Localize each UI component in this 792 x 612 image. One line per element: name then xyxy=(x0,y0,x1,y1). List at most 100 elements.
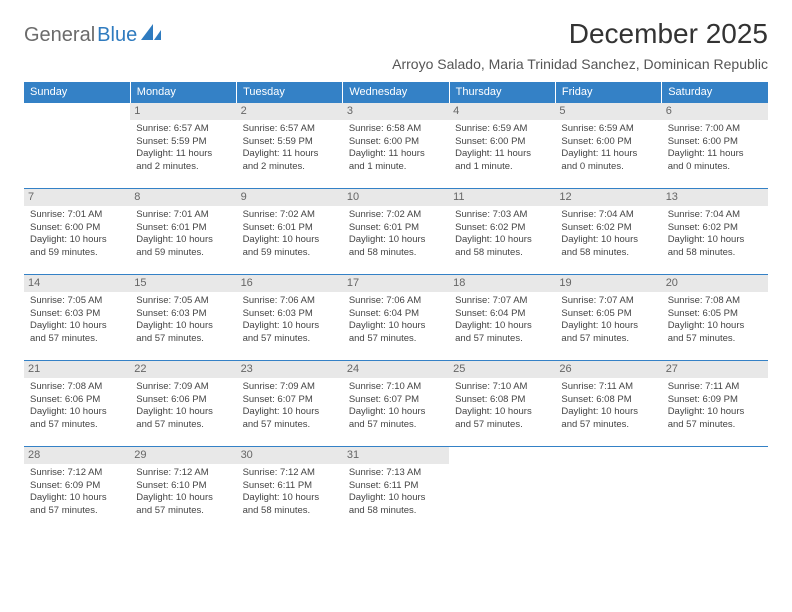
day-number: 13 xyxy=(662,189,768,206)
daylight-text: Daylight: 10 hours and 57 minutes. xyxy=(561,320,655,346)
day-number: 4 xyxy=(449,103,555,120)
calendar-cell: 28 Sunrise: 7:12 AMSunset: 6:09 PMDayligh… xyxy=(24,447,130,529)
daylight-text: Daylight: 10 hours and 58 minutes. xyxy=(349,492,443,518)
calendar-cell: 8Sunrise: 7:01 AMSunset: 6:01 PMDaylight… xyxy=(130,189,236,275)
daylight-text: Daylight: 10 hours and 57 minutes. xyxy=(30,492,124,518)
daylight-text: Daylight: 10 hours and 58 minutes. xyxy=(668,234,762,260)
sunset-text: Sunset: 6:09 PM xyxy=(668,394,762,407)
weekday-saturday: Saturday xyxy=(662,82,768,103)
calendar-cell xyxy=(555,447,661,529)
day-number: 22 xyxy=(130,361,236,378)
sunrise-text: Sunrise: 7:08 AM xyxy=(668,295,762,308)
calendar-cell xyxy=(24,103,130,189)
day-number: 25 xyxy=(449,361,555,378)
sunrise-text: Sunrise: 6:59 AM xyxy=(455,123,549,136)
day-number: 11 xyxy=(449,189,555,206)
sunset-text: Sunset: 6:08 PM xyxy=(455,394,549,407)
day-number: 19 xyxy=(555,275,661,292)
sunrise-text: Sunrise: 7:02 AM xyxy=(349,209,443,222)
sunrise-text: Sunrise: 7:09 AM xyxy=(136,381,230,394)
day-number: 20 xyxy=(662,275,768,292)
sunset-text: Sunset: 6:04 PM xyxy=(349,308,443,321)
sunrise-text: Sunrise: 6:58 AM xyxy=(349,123,443,136)
weekday-wednesday: Wednesday xyxy=(343,82,449,103)
sunrise-text: Sunrise: 7:07 AM xyxy=(561,295,655,308)
day-number: 8 xyxy=(130,189,236,206)
day-number: 24 xyxy=(343,361,449,378)
sunset-text: Sunset: 6:06 PM xyxy=(30,394,124,407)
sunset-text: Sunset: 6:07 PM xyxy=(243,394,337,407)
daylight-text: Daylight: 10 hours and 58 minutes. xyxy=(455,234,549,260)
calendar-cell: 25Sunrise: 7:10 AMSunset: 6:08 PMDayligh… xyxy=(449,361,555,447)
daylight-text: Daylight: 11 hours and 2 minutes. xyxy=(243,148,337,174)
calendar-cell: 6Sunrise: 7:00 AMSunset: 6:00 PMDaylight… xyxy=(662,103,768,189)
daylight-text: Daylight: 11 hours and 1 minute. xyxy=(455,148,549,174)
daylight-text: Daylight: 10 hours and 59 minutes. xyxy=(30,234,124,260)
sunrise-text: Sunrise: 6:57 AM xyxy=(243,123,337,136)
logo-word1: General xyxy=(24,24,95,47)
day-number: 23 xyxy=(237,361,343,378)
daylight-text: Daylight: 11 hours and 0 minutes. xyxy=(668,148,762,174)
sunset-text: Sunset: 6:11 PM xyxy=(243,480,337,493)
day-number: 1 xyxy=(130,103,236,120)
weekday-thursday: Thursday xyxy=(449,82,555,103)
logo-word2: Blue xyxy=(97,24,137,47)
sunset-text: Sunset: 6:06 PM xyxy=(136,394,230,407)
calendar-cell: 31Sunrise: 7:13 AMSunset: 6:11 PMDayligh… xyxy=(343,447,449,529)
day-number: 30 xyxy=(237,447,343,464)
day-number: 2 xyxy=(237,103,343,120)
sunset-text: Sunset: 6:03 PM xyxy=(30,308,124,321)
calendar-cell: 9Sunrise: 7:02 AMSunset: 6:01 PMDaylight… xyxy=(237,189,343,275)
sunset-text: Sunset: 6:02 PM xyxy=(561,222,655,235)
day-number: 3 xyxy=(343,103,449,120)
sunset-text: Sunset: 6:01 PM xyxy=(243,222,337,235)
daylight-text: Daylight: 11 hours and 0 minutes. xyxy=(561,148,655,174)
calendar-cell: 10Sunrise: 7:02 AMSunset: 6:01 PMDayligh… xyxy=(343,189,449,275)
daylight-text: Daylight: 10 hours and 58 minutes. xyxy=(243,492,337,518)
calendar-table: Sunday Monday Tuesday Wednesday Thursday… xyxy=(24,82,768,529)
sunset-text: Sunset: 5:59 PM xyxy=(243,136,337,149)
calendar-cell: 5Sunrise: 6:59 AMSunset: 6:00 PMDaylight… xyxy=(555,103,661,189)
daylight-text: Daylight: 10 hours and 59 minutes. xyxy=(243,234,337,260)
sunset-text: Sunset: 6:09 PM xyxy=(30,480,124,493)
logo-sail-icon xyxy=(141,24,163,47)
sunrise-text: Sunrise: 7:09 AM xyxy=(243,381,337,394)
sunset-text: Sunset: 5:59 PM xyxy=(136,136,230,149)
daylight-text: Daylight: 10 hours and 57 minutes. xyxy=(243,320,337,346)
calendar-row: 21Sunrise: 7:08 AMSunset: 6:06 PMDayligh… xyxy=(24,361,768,447)
calendar-cell: 1Sunrise: 6:57 AMSunset: 5:59 PMDaylight… xyxy=(130,103,236,189)
sunset-text: Sunset: 6:05 PM xyxy=(561,308,655,321)
sunrise-text: Sunrise: 7:00 AM xyxy=(668,123,762,136)
sunset-text: Sunset: 6:05 PM xyxy=(668,308,762,321)
sunset-text: Sunset: 6:08 PM xyxy=(561,394,655,407)
day-number: 29 xyxy=(130,447,236,464)
sunrise-text: Sunrise: 6:57 AM xyxy=(136,123,230,136)
sunrise-text: Sunrise: 7:12 AM xyxy=(243,467,337,480)
day-number: 12 xyxy=(555,189,661,206)
calendar-row: 28Sunrise: 7:12 AMSunset: 6:09 PMDayligh… xyxy=(24,447,768,529)
day-number: 17 xyxy=(343,275,449,292)
location: Arroyo Salado, Maria Trinidad Sanchez, D… xyxy=(392,56,768,72)
sunrise-text: Sunrise: 7:04 AM xyxy=(668,209,762,222)
calendar-cell: 13Sunrise: 7:04 AMSunset: 6:02 PMDayligh… xyxy=(662,189,768,275)
month-title: December 2025 xyxy=(392,18,768,50)
sunset-text: Sunset: 6:00 PM xyxy=(349,136,443,149)
daylight-text: Daylight: 10 hours and 57 minutes. xyxy=(668,406,762,432)
sunrise-text: Sunrise: 7:08 AM xyxy=(30,381,124,394)
calendar-cell: 14Sunrise: 7:05 AMSunset: 6:03 PMDayligh… xyxy=(24,275,130,361)
sunrise-text: Sunrise: 7:07 AM xyxy=(455,295,549,308)
sunset-text: Sunset: 6:01 PM xyxy=(349,222,443,235)
day-number: 18 xyxy=(449,275,555,292)
daylight-text: Daylight: 10 hours and 59 minutes. xyxy=(136,234,230,260)
calendar-cell: 16Sunrise: 7:06 AMSunset: 6:03 PMDayligh… xyxy=(237,275,343,361)
sunset-text: Sunset: 6:04 PM xyxy=(455,308,549,321)
sunrise-text: Sunrise: 7:11 AM xyxy=(668,381,762,394)
sunset-text: Sunset: 6:00 PM xyxy=(30,222,124,235)
sunrise-text: Sunrise: 7:12 AM xyxy=(30,467,124,480)
calendar-cell: 22Sunrise: 7:09 AMSunset: 6:06 PMDayligh… xyxy=(130,361,236,447)
day-number: 5 xyxy=(555,103,661,120)
day-number: 28 xyxy=(24,447,130,464)
daylight-text: Daylight: 10 hours and 57 minutes. xyxy=(243,406,337,432)
calendar-cell xyxy=(662,447,768,529)
sunrise-text: Sunrise: 7:01 AM xyxy=(30,209,124,222)
